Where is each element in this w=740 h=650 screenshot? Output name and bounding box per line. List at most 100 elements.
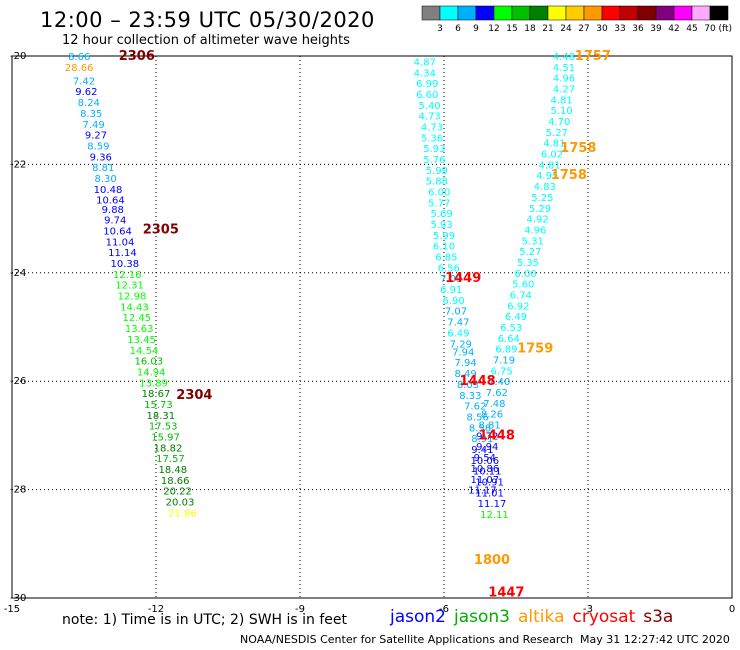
colorbar-swatch [529,5,549,21]
wave-height-point: 9.74 [104,216,126,227]
wave-height-point: 6.02 [541,150,563,161]
wave-height-point: 10.86 [470,464,499,475]
colorbar-label: 12 [488,24,499,34]
wave-height-point: 6.89 [495,345,517,356]
colorbar-label: 39 [650,24,662,34]
wave-height-point: 9.27 [85,131,107,142]
wave-height-point: 7.62 [464,402,486,413]
colorbar-swatch [421,5,441,21]
x-tick-label: 0 [729,604,735,615]
x-tick-label: -3 [583,604,593,615]
wave-height-point: 11.01 [475,488,504,499]
wave-height-point: 8.66 [68,52,90,63]
wave-height-point: 12.11 [480,510,509,521]
wave-height-point: 6.85 [435,253,457,264]
wave-height-point: 5.27 [546,128,568,139]
colorbar-unit: (ft) [718,24,732,34]
wave-height-point: 6.00 [428,188,450,199]
wave-height-point: 14.43 [120,302,149,313]
wave-height-point: 4.95 [536,171,558,182]
footnote: note: 1) Time is in UTC; 2) SWH is in fe… [62,612,348,628]
wave-height-point: 11.14 [108,248,137,259]
colorbar-label: 33 [614,24,625,34]
wave-height-point: 8.35 [80,109,102,120]
wave-height-point: 8.91 [471,434,493,445]
colorbar-swatch [691,5,711,21]
wave-height-point: 6.56 [438,263,460,274]
wave-height-point: 15.97 [151,432,180,443]
wave-height-point: 6.60 [416,90,438,101]
track-time-label: 1448 [479,428,515,443]
wave-height-point: 8.24 [78,98,100,109]
wave-height-point: 6.64 [498,334,520,345]
legend-entry: jason2 [390,607,446,627]
colorbar-label: 15 [506,24,517,34]
wave-height-point: 8.56 [466,412,488,423]
wave-height-point: 7.42 [73,76,95,87]
wave-height-point: 6.90 [442,296,464,307]
wave-height-point: 10.11 [473,467,502,478]
plot-frame [11,55,733,599]
colorbar-swatch [493,5,513,21]
chart-title: 12:00 – 23:59 UTC 05/30/2020 [40,8,375,32]
x-tick-label: -9 [295,604,305,615]
wave-height-point: 13.63 [125,324,154,335]
y-tick-label: -30 [10,593,26,604]
colorbar-swatch [511,5,531,21]
colorbar-label: 21 [542,24,553,34]
track-time-label: 1759 [517,342,553,357]
wave-height-point: 5.99 [433,231,455,242]
wave-height-point: 6.74 [510,290,532,301]
wave-height-point: 10.06 [470,456,499,467]
wave-height-point: 10.64 [96,196,125,207]
wave-height-point: 11.17 [468,486,497,497]
wave-height-point: 14.94 [137,367,166,378]
wave-height-point: 5.31 [522,236,544,247]
wave-height-point: 5.35 [517,258,539,269]
wave-height-point: 7.48 [483,399,505,410]
wave-height-point: 18.66 [161,476,190,487]
wave-height-point: 6.00 [514,269,536,280]
wave-height-point: 9.94 [476,442,498,453]
wave-height-point: 8.81 [478,421,500,432]
wave-height-point: 15.73 [144,400,173,411]
colorbar-swatch [619,5,639,21]
wave-height-point: 13.89 [139,378,168,389]
wave-height-point: 8.58 [469,423,491,434]
colorbar-label: 30 [596,24,608,34]
colorbar-swatch [565,5,585,21]
wave-height-point: 4.81 [538,160,560,171]
wave-height-point: 5.25 [531,193,553,204]
wave-height-point: 13.45 [127,335,156,346]
wave-height-point: 21.86 [168,508,197,519]
wave-height-point: 11.17 [478,499,507,510]
wave-height-point: 14.54 [130,346,159,357]
wave-height-point: 12.31 [115,281,144,292]
wave-height-point: 8.33 [459,391,481,402]
colorbar-swatch [475,5,495,21]
wave-height-point: 16.03 [134,357,163,368]
track-time-label: 2305 [143,222,179,237]
wave-height-point: 5.29 [529,204,551,215]
wave-height-point: 8.26 [481,410,503,421]
wave-height-point: 4.51 [553,63,575,74]
wave-height-point: 9.88 [102,205,124,216]
track-time-label: 1758 [560,141,596,156]
colorbar-label: 24 [560,24,572,34]
wave-height-point: 9.54 [474,453,496,464]
colorbar-swatch [439,5,459,21]
wave-height-point: 4.81 [550,95,572,106]
colorbar-label: 27 [578,24,589,34]
colorbar-swatch [637,5,657,21]
wave-height-point: 7.94 [452,347,474,358]
wave-height-point: 5.27 [519,247,541,258]
colorbar-swatch [601,5,621,21]
wave-height-point: 9.62 [75,87,97,98]
colorbar-label: 45 [686,24,697,34]
x-tick-label: -15 [4,604,20,615]
wave-height-point: 17.57 [156,454,185,465]
wave-height-point: 17.53 [149,422,178,433]
wave-height-point: 8.59 [87,141,109,152]
wave-height-point: 6.91 [440,285,462,296]
